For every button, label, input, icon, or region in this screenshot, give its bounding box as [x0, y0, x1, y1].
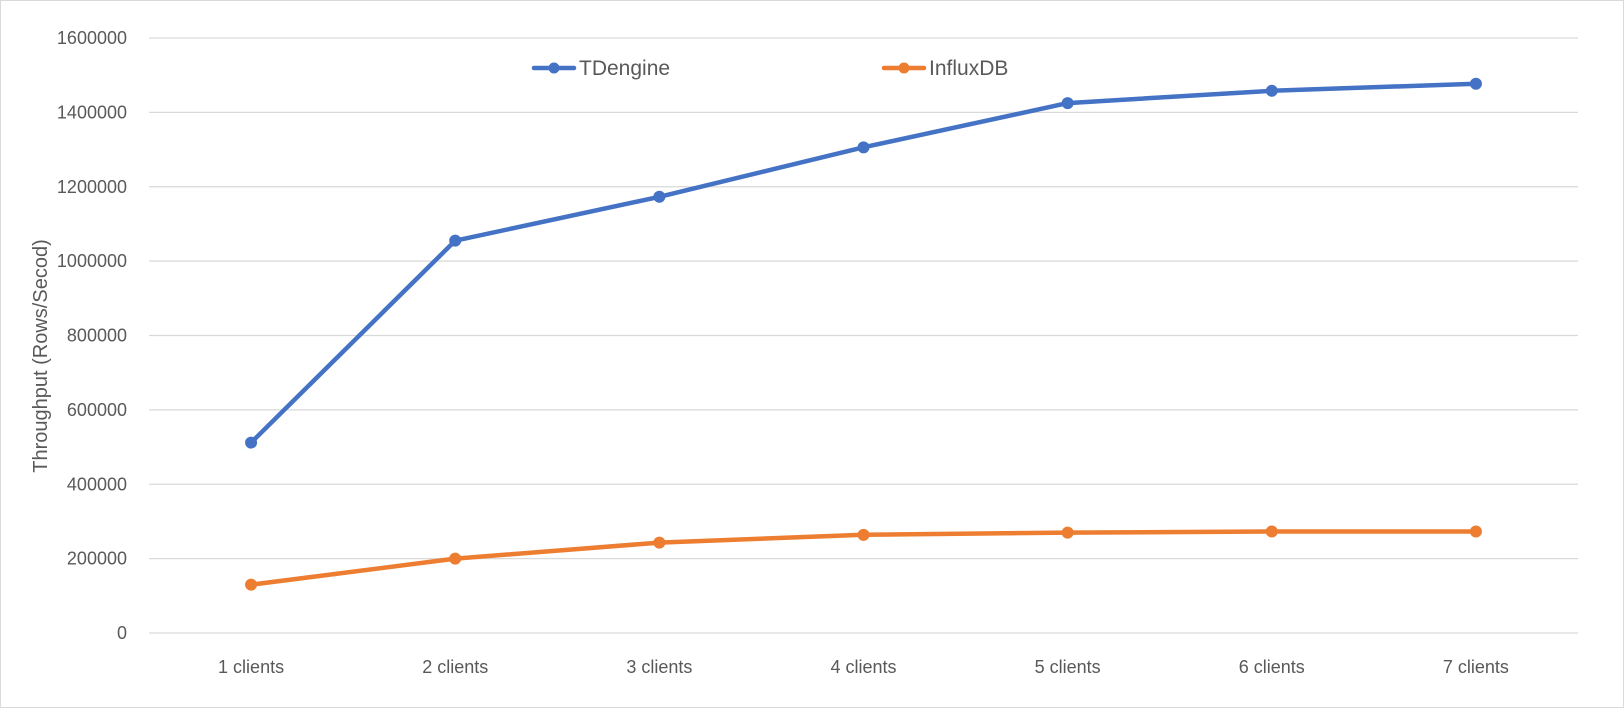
data-point [1265, 84, 1278, 97]
x-tick-label: 1 clients [218, 657, 284, 677]
x-tick-label: 3 clients [626, 657, 692, 677]
data-point [245, 436, 258, 449]
y-tick-label: 1000000 [57, 251, 127, 271]
data-point [1061, 97, 1074, 110]
y-axis-ticks: 0 200000 400000 600000 800000 1000000 1200000 1… [57, 28, 127, 643]
data-point [449, 234, 462, 247]
legend-item-tdengine[interactable]: TDengine [531, 57, 670, 80]
data-point [449, 552, 462, 565]
data-point [1469, 77, 1482, 90]
series-tdengine [245, 77, 1482, 449]
series-layer [245, 77, 1482, 591]
legend[interactable]: TDengine InfluxDB [531, 57, 1008, 80]
data-point [857, 528, 870, 541]
data-point [1469, 525, 1482, 538]
gridlines [149, 37, 1578, 634]
data-point [1061, 526, 1074, 539]
y-tick-label: 1600000 [57, 28, 127, 48]
legend-item-influxdb[interactable]: InfluxDB [881, 57, 1008, 80]
x-axis-ticks: 1 clients 2 clients 3 clients 4 clients 5 cl… [218, 657, 1509, 677]
legend-label: InfluxDB [929, 57, 1008, 80]
x-tick-label: 7 clients [1443, 657, 1509, 677]
data-point [245, 578, 258, 591]
y-tick-label: 200000 [67, 549, 127, 569]
legend-label: TDengine [579, 57, 670, 80]
x-tick-label: 6 clients [1239, 657, 1305, 677]
x-tick-label: 4 clients [830, 657, 896, 677]
y-tick-label: 1200000 [57, 177, 127, 197]
y-tick-label: 0 [117, 623, 127, 643]
y-tick-label: 1400000 [57, 102, 127, 122]
series-influxdb [245, 525, 1482, 591]
x-tick-label: 2 clients [422, 657, 488, 677]
x-tick-label: 5 clients [1035, 657, 1101, 677]
legend-marker [548, 62, 560, 74]
data-point [857, 141, 870, 154]
legend-marker [898, 62, 910, 74]
y-tick-label: 400000 [67, 474, 127, 494]
data-point [653, 536, 666, 549]
series-line [248, 81, 1479, 445]
y-tick-label: 600000 [67, 400, 127, 420]
y-axis-title: Throughput (Rows/Secod) [30, 239, 52, 472]
data-point [653, 190, 666, 203]
data-point [1265, 525, 1278, 538]
y-tick-label: 800000 [67, 326, 127, 346]
